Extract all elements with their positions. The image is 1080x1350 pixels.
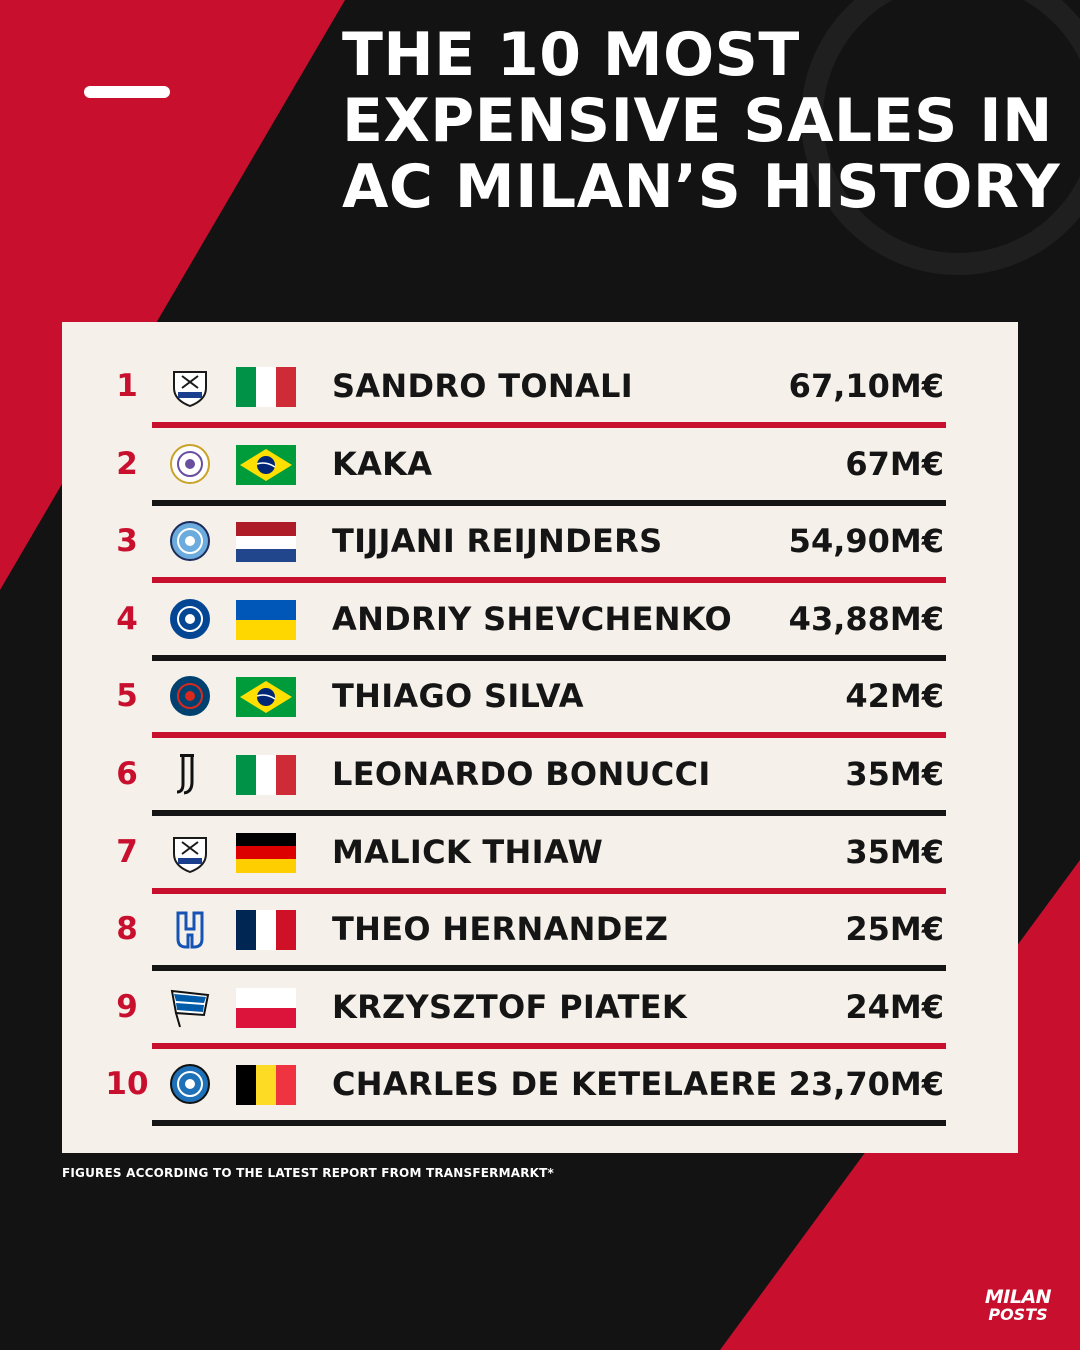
player-name: ANDRIY SHEVCHENKO: [332, 599, 732, 638]
milan-posts-logo: MILAN POSTS: [978, 1288, 1058, 1323]
atalanta-crest-icon: [168, 1062, 212, 1106]
rank-number: 10: [105, 1066, 149, 1103]
row-separator: [152, 1120, 946, 1127]
chelsea-crest-icon: [168, 597, 212, 641]
transfer-fee: 42M€: [845, 677, 944, 716]
player-name: LEONARDO BONUCCI: [332, 755, 711, 793]
rank-number: 1: [116, 368, 138, 404]
table-row: 10 CHARLES DE KETELAERE 23,70M€: [62, 1048, 1018, 1127]
player-name: THIAGO SILVA: [332, 677, 584, 716]
hertha-bsc-crest-icon: [168, 985, 212, 1029]
logo-line-2: POSTS: [988, 1305, 1048, 1324]
germany-flag-icon: [236, 832, 296, 873]
table-row: 8 THEO HERNANDEZ 25M€: [62, 893, 1018, 972]
table-row: 3 TIJJANI REIJNDERS 54,90M€: [62, 505, 1018, 584]
brazil-flag-icon: [236, 677, 296, 718]
player-name: THEO HERNANDEZ: [332, 910, 669, 949]
ranking-table: 1 SANDRO TONALI 67,10M€ 2 KAKA 67M€ 3 TIJJANI R…: [62, 322, 1018, 1153]
row-separator: [152, 654, 946, 661]
decorative-ring: [801, 0, 1080, 275]
table-row: 9 KRZYSZTOF PIATEK 24M€: [62, 971, 1018, 1049]
title-line-2: EXPENSIVE SALES IN: [342, 86, 1053, 156]
decorative-dash: [84, 86, 170, 98]
rank-number: 3: [116, 523, 138, 560]
row-separator: [152, 887, 946, 894]
psg-crest-icon: [168, 674, 212, 718]
table-row: 4 ANDRIY SHEVCHENKO 43,88M€: [62, 583, 1018, 661]
title-line-1: THE 10 MOST: [342, 20, 800, 90]
transfer-fee: 67,10M€: [788, 367, 944, 405]
real-madrid-crest-icon: [168, 442, 212, 486]
rank-number: 5: [116, 678, 138, 715]
italy-flag-icon: [236, 367, 296, 407]
source-footnote: FIGURES ACCORDING TO THE LATEST REPORT F…: [62, 1166, 555, 1180]
logo-line-1: MILAN: [984, 1286, 1052, 1308]
table-row: 2 KAKA 67M€: [62, 428, 1018, 506]
rank-number: 2: [116, 445, 138, 482]
transfer-fee: 25M€: [845, 910, 944, 949]
rank-number: 4: [116, 600, 138, 637]
rank-number: 9: [116, 988, 138, 1025]
transfer-fee: 23,70M€: [788, 1065, 944, 1104]
transfer-fee: 35M€: [845, 755, 944, 793]
row-separator: [152, 422, 946, 428]
table-row: 1 SANDRO TONALI 67,10M€: [62, 350, 1018, 428]
table-row: 6 LEONARDO BONUCCI 35M€: [62, 738, 1018, 816]
player-name: CHARLES DE KETELAERE: [332, 1065, 778, 1104]
table-row: 5 THIAGO SILVA 42M€: [62, 660, 1018, 739]
rank-number: 7: [116, 833, 138, 870]
manchester-city-crest-icon: [168, 519, 212, 563]
italy-flag-icon: [236, 755, 296, 795]
newcastle-crest-icon: [168, 830, 212, 874]
row-separator: [152, 499, 946, 506]
transfer-fee: 54,90M€: [788, 522, 944, 561]
player-name: SANDRO TONALI: [332, 367, 633, 405]
transfer-fee: 24M€: [845, 987, 944, 1026]
rank-number: 6: [116, 756, 138, 792]
player-name: KRZYSZTOF PIATEK: [332, 987, 688, 1026]
player-name: KAKA: [332, 444, 433, 483]
row-separator: [152, 810, 946, 816]
belgium-flag-icon: [236, 1065, 296, 1106]
france-flag-icon: [236, 910, 296, 951]
player-name: TIJJANI REIJNDERS: [332, 522, 663, 561]
table-row: 7 MALICK THIAW 35M€: [62, 816, 1018, 894]
player-name: MALICK THIAW: [332, 832, 604, 871]
ukraine-flag-icon: [236, 599, 296, 640]
row-separator: [152, 577, 946, 584]
rank-number: 8: [116, 911, 138, 948]
transfer-fee: 67M€: [845, 444, 944, 483]
row-separator: [152, 732, 946, 739]
row-separator: [152, 965, 946, 972]
netherlands-flag-icon: [236, 522, 296, 563]
al-hilal-crest-icon: [168, 907, 212, 951]
page-title: THE 10 MOST EXPENSIVE SALES IN AC MILAN’…: [342, 22, 1072, 220]
transfer-fee: 35M€: [845, 832, 944, 871]
row-separator: [152, 1042, 946, 1049]
brazil-flag-icon: [236, 444, 296, 485]
title-line-3: AC MILAN’S HISTORY: [342, 152, 1061, 222]
poland-flag-icon: [236, 987, 296, 1028]
transfer-fee: 43,88M€: [788, 599, 944, 638]
newcastle-crest-icon: [168, 364, 212, 408]
juventus-crest-icon: [168, 752, 212, 796]
